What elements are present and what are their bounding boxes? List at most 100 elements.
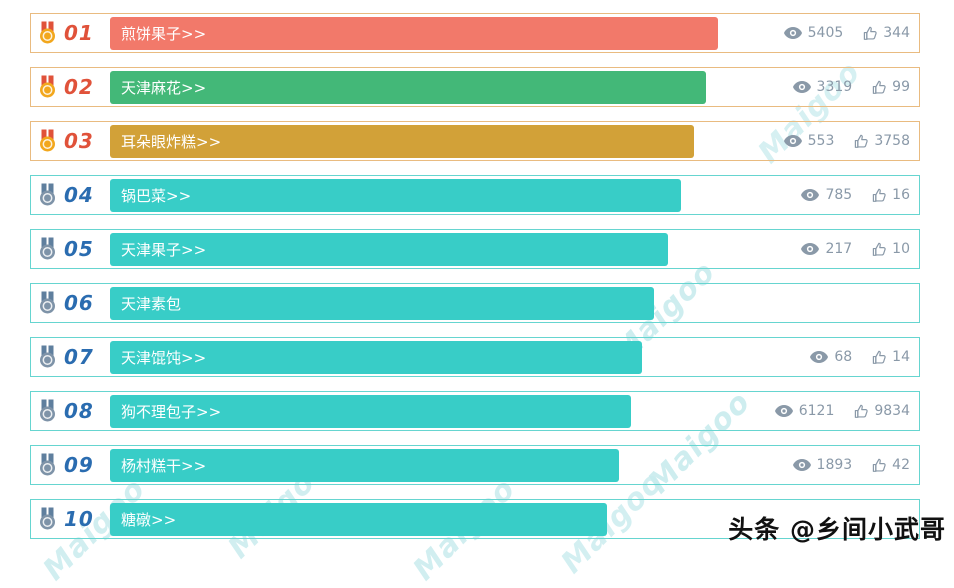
- bar-area: 天津麻花>> 3319: [110, 68, 919, 106]
- likes-count: 9834: [874, 403, 910, 419]
- rank-bar[interactable]: 狗不理包子>>: [110, 394, 631, 428]
- ranking-row: 05 天津果子>> 217: [30, 229, 920, 269]
- bar-area: 煎饼果子>> 5405: [110, 14, 919, 52]
- likes-count: 14: [892, 349, 910, 365]
- ranking-row: 04 锅巴菜>> 785: [30, 175, 920, 215]
- views-count: 6121: [798, 403, 835, 419]
- row-stats: 5405 344: [783, 14, 910, 52]
- views-count: 217: [825, 241, 853, 257]
- item-link[interactable]: 天津素包: [121, 294, 182, 313]
- rank-number: 05: [64, 237, 94, 261]
- credit-text: 头条 @乡间小武哥: [728, 515, 946, 544]
- rank-bar[interactable]: 锅巴菜>>: [110, 178, 682, 212]
- row-box: 03 耳朵眼炸糕>> 553: [30, 121, 920, 161]
- rank-bar[interactable]: 天津馄饨>>: [110, 340, 643, 374]
- item-link[interactable]: 狗不理包子>>: [121, 402, 222, 421]
- rank-bar[interactable]: 煎饼果子>>: [110, 16, 719, 50]
- likes-icon[interactable]: [872, 188, 887, 203]
- bar-area: 天津果子>> 217: [110, 230, 919, 268]
- bar-area: 杨村糕干>> 1893: [110, 446, 919, 484]
- views-count: 68: [834, 349, 853, 365]
- rank-number: 03: [64, 129, 94, 153]
- rank-bar[interactable]: 耳朵眼炸糕>>: [110, 124, 695, 158]
- views-count: 1893: [816, 457, 853, 473]
- bar-area: 糖礅>>: [110, 500, 919, 538]
- rank-bar[interactable]: 天津果子>>: [110, 232, 669, 266]
- row-stats: 785 16: [800, 176, 910, 214]
- bar-area: 狗不理包子>> 6121: [110, 392, 919, 430]
- likes-icon[interactable]: [872, 350, 887, 365]
- views-icon: [783, 26, 803, 40]
- likes-icon[interactable]: [872, 242, 887, 257]
- row-box: 07 天津馄饨>> 68: [30, 337, 920, 377]
- row-stats: 553 3758: [783, 122, 910, 160]
- rank-number: 04: [64, 183, 94, 207]
- row-box: 02 天津麻花>> 3319: [30, 67, 920, 107]
- item-link[interactable]: 耳朵眼炸糕>>: [121, 132, 222, 151]
- item-link[interactable]: 杨村糕干>>: [121, 456, 207, 475]
- medal-icon: [38, 453, 57, 477]
- rank-number: 07: [64, 345, 94, 369]
- views-icon: [792, 458, 812, 472]
- medal-icon: [38, 75, 57, 99]
- views-count: 5405: [807, 25, 844, 41]
- rank-number: 02: [64, 75, 94, 99]
- row-box: 10 糖礅>>: [30, 499, 920, 539]
- row-box: 09 杨村糕干>> 1893: [30, 445, 920, 485]
- views-count: 553: [807, 133, 835, 149]
- medal-icon: [38, 345, 57, 369]
- bar-area: 天津素包: [110, 284, 919, 322]
- likes-count: 344: [883, 25, 910, 41]
- rank-number: 06: [64, 291, 94, 315]
- item-link[interactable]: 煎饼果子>>: [121, 24, 207, 43]
- views-icon: [800, 242, 820, 256]
- rank-number: 08: [64, 399, 94, 423]
- row-box: 04 锅巴菜>> 785: [30, 175, 920, 215]
- rank-bar[interactable]: 杨村糕干>>: [110, 448, 619, 482]
- ranking-row: 01 煎饼果子>> 5405: [30, 13, 920, 53]
- rank-number: 10: [64, 507, 94, 531]
- rank-number: 09: [64, 453, 94, 477]
- medal-icon: [38, 507, 57, 531]
- ranking-list: 01 煎饼果子>> 5405: [30, 13, 920, 539]
- medal-icon: [38, 21, 57, 45]
- row-box: 06 天津素包: [30, 283, 920, 323]
- ranking-row: 02 天津麻花>> 3319: [30, 67, 920, 107]
- likes-icon[interactable]: [872, 458, 887, 473]
- row-box: 01 煎饼果子>> 5405: [30, 13, 920, 53]
- row-stats: 6121 9834: [774, 392, 910, 430]
- likes-count: 10: [892, 241, 910, 257]
- views-count: 3319: [816, 79, 853, 95]
- item-link[interactable]: 天津馄饨>>: [121, 348, 207, 367]
- ranking-row: 03 耳朵眼炸糕>> 553: [30, 121, 920, 161]
- likes-count: 3758: [874, 133, 910, 149]
- likes-icon[interactable]: [872, 80, 887, 95]
- row-stats: 3319 99: [792, 68, 910, 106]
- item-link[interactable]: 天津麻花>>: [121, 78, 207, 97]
- rank-bar[interactable]: 糖礅>>: [110, 502, 607, 536]
- likes-icon[interactable]: [854, 404, 869, 419]
- item-link[interactable]: 天津果子>>: [121, 240, 207, 259]
- ranking-row: 06 天津素包: [30, 283, 920, 323]
- rank-bar[interactable]: 天津素包: [110, 286, 655, 320]
- row-stats: 68 14: [809, 338, 910, 376]
- views-icon: [792, 80, 812, 94]
- row-stats: 217 10: [800, 230, 910, 268]
- bar-area: 天津馄饨>> 68: [110, 338, 919, 376]
- row-box: 05 天津果子>> 217: [30, 229, 920, 269]
- bar-area: 锅巴菜>> 785: [110, 176, 919, 214]
- likes-count: 99: [892, 79, 910, 95]
- views-icon: [809, 350, 829, 364]
- item-link[interactable]: 糖礅>>: [121, 510, 177, 529]
- rank-bar[interactable]: 天津麻花>>: [110, 70, 707, 104]
- likes-icon[interactable]: [854, 134, 869, 149]
- likes-count: 16: [892, 187, 910, 203]
- ranking-row: 10 糖礅>>: [30, 499, 920, 539]
- likes-count: 42: [892, 457, 910, 473]
- medal-icon: [38, 237, 57, 261]
- views-icon: [774, 404, 794, 418]
- likes-icon[interactable]: [863, 26, 878, 41]
- item-link[interactable]: 锅巴菜>>: [121, 186, 192, 205]
- ranking-row: 09 杨村糕干>> 1893: [30, 445, 920, 485]
- ranking-row: 08 狗不理包子>> 6121: [30, 391, 920, 431]
